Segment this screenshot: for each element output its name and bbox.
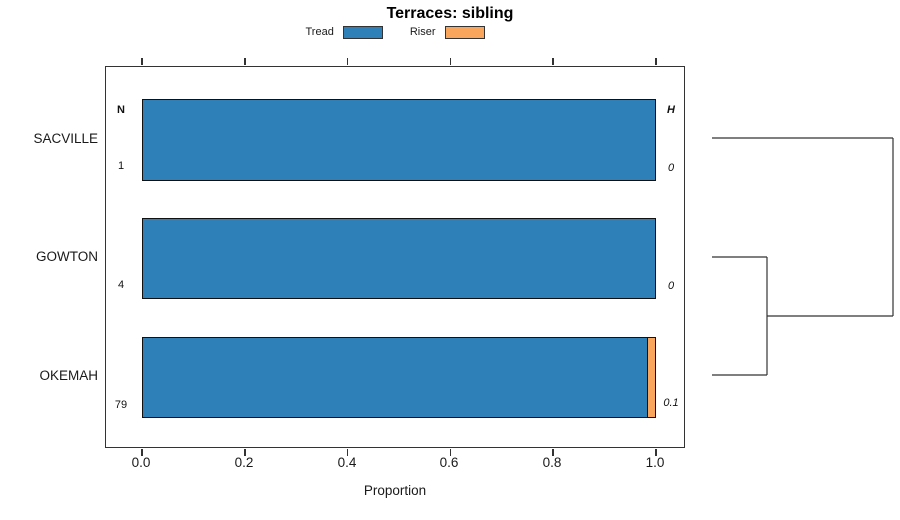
- bar-segment-tread: [143, 338, 647, 417]
- axis-tick: [552, 449, 554, 456]
- legend-label-tread: Tread: [305, 26, 334, 38]
- n-value-gowton: 4: [117, 279, 125, 291]
- plot-area: [105, 58, 685, 456]
- axis-tick: [552, 58, 554, 65]
- legend-swatch-tread-icon: [342, 25, 383, 39]
- x-tick-label: 0.8: [542, 455, 562, 470]
- axis-tick: [655, 58, 657, 65]
- bar-sacville: [142, 99, 656, 181]
- h-column-header: H: [667, 104, 675, 116]
- bar-gowton: [142, 218, 656, 299]
- x-tick-label: 0.4: [337, 455, 357, 470]
- axis-tick: [449, 449, 452, 456]
- axis-ticks-layer: [106, 58, 684, 456]
- axis-tick: [346, 449, 349, 456]
- h-value-gowton: 0: [667, 280, 675, 292]
- bars-layer: [106, 67, 684, 447]
- axis-tick: [346, 58, 349, 65]
- axis-tick: [244, 58, 246, 65]
- category-label-sacville: SACVILLE: [33, 131, 98, 146]
- axis-tick: [655, 449, 657, 456]
- bar-okemah: [142, 337, 656, 418]
- legend-swatch-riser-icon: [444, 25, 485, 39]
- legend-item-tread: Tread: [305, 25, 383, 39]
- h-value-sacville: 0: [667, 162, 675, 174]
- n-value-okemah: 79: [114, 399, 128, 411]
- h-value-okemah: 0.1: [663, 397, 679, 409]
- axis-tick: [141, 58, 143, 65]
- legend-label-riser: Riser: [409, 26, 436, 38]
- x-tick-label: 0.6: [439, 455, 459, 470]
- x-tick-label: 0.2: [234, 455, 254, 470]
- n-column-header: N: [117, 104, 125, 116]
- n-value-sacville: 1: [117, 160, 125, 172]
- legend-item-riser: Riser: [409, 25, 485, 39]
- category-label-gowton: GOWTON: [36, 249, 98, 264]
- x-tick-label: 0.0: [131, 455, 151, 470]
- bar-segment-tread: [143, 100, 655, 180]
- legend: Tread Riser: [105, 24, 685, 40]
- x-tick-label: 1.0: [645, 455, 665, 470]
- axis-tick: [244, 449, 246, 456]
- chart-title: Terraces: sibling: [386, 5, 514, 22]
- x-axis-label: Proportion: [363, 483, 427, 498]
- bar-segment-tread: [143, 219, 655, 298]
- category-label-okemah: OKEMAH: [39, 368, 98, 383]
- bar-segment-riser: [646, 338, 655, 417]
- axis-tick: [449, 58, 452, 65]
- axis-tick: [141, 449, 143, 456]
